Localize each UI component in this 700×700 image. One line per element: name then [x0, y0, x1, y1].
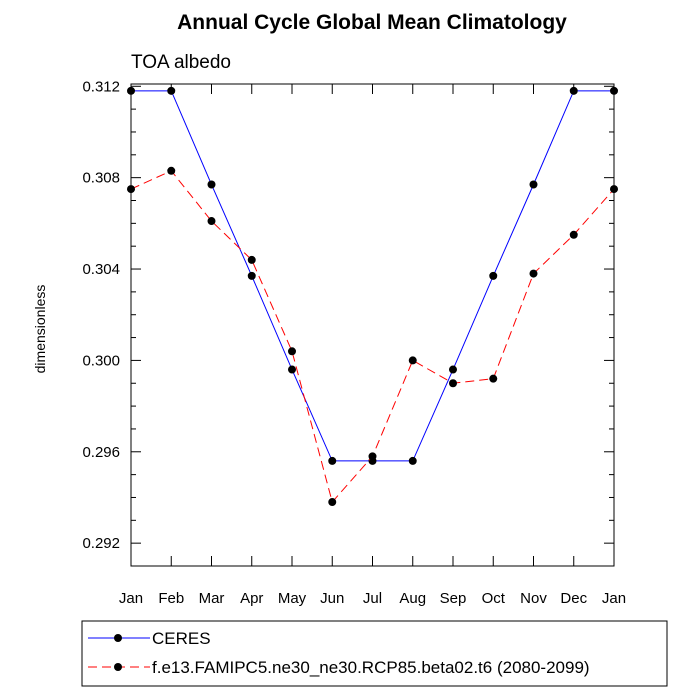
x-tick-label: Aug [399, 590, 426, 607]
x-tick-label: Mar [199, 590, 225, 607]
series-layer [127, 86, 618, 507]
chart-title: Annual Cycle Global Mean Climatology [177, 11, 567, 34]
series-2-point [328, 498, 337, 507]
x-tick-label: Jul [363, 590, 382, 607]
legend-box [81, 620, 668, 687]
y-axis-label: dimensionless [32, 285, 48, 374]
x-tick-label: Feb [158, 590, 184, 607]
series-1-point [610, 86, 618, 95]
chart-subtitle: TOA albedo [131, 52, 231, 73]
y-tick-label: 0.296 [82, 444, 120, 461]
x-tick-label: Jun [320, 590, 344, 607]
legend-label-2: f.e13.FAMIPC5.ne30_ne30.RCP85.beta02.t6 … [152, 658, 590, 677]
legend-marker-2 [114, 663, 122, 671]
x-tick-label: Dec [560, 590, 587, 607]
series-2-point [288, 347, 296, 356]
series-1-point [207, 180, 216, 189]
series-2-point [167, 166, 176, 175]
series-2-point [449, 379, 457, 388]
y-axis: 0.292 0.296 0.300 0.304 0.308 0.312 [82, 78, 614, 567]
x-tick-label: Jan [602, 590, 626, 607]
series-line-1 [131, 90, 614, 462]
y-tick-label: 0.300 [82, 352, 120, 369]
series-1-point [408, 456, 417, 465]
series-1-point [247, 271, 256, 280]
plot-frame [130, 83, 615, 567]
y-tick-label: 0.292 [82, 535, 120, 552]
y-tick-label: 0.312 [82, 78, 120, 95]
x-tick-label: Nov [520, 590, 547, 607]
series-1-point [449, 365, 457, 374]
y-tick-label: 0.308 [82, 170, 120, 187]
series-2-point [569, 230, 578, 239]
series-2-point [127, 185, 135, 194]
series-2-point [610, 185, 618, 194]
series-1-point [569, 86, 578, 95]
series-2-point [529, 269, 538, 278]
series-1-point [167, 86, 176, 95]
x-tick-label: Apr [240, 590, 263, 607]
x-tick-label: May [278, 590, 307, 607]
series-2-point [489, 374, 498, 383]
x-tick-label: Oct [482, 590, 506, 607]
legend-label-1: CERES [152, 629, 211, 648]
x-axis: Jan Feb Mar Apr May Jun Jul Aug Sep Oct Nov Dec Jan [119, 84, 626, 607]
series-2-point [408, 356, 417, 365]
series-1-point [127, 86, 135, 95]
plot-border [130, 83, 615, 567]
y-tick-label: 0.304 [82, 261, 120, 278]
series-2-point [207, 217, 216, 226]
legend: CERES f.e13.FAMIPC5.ne30_ne30.RCP85.beta0… [81, 620, 668, 687]
series-1-point [288, 365, 296, 374]
series-1-point [529, 180, 538, 189]
series-1-point [489, 271, 498, 280]
legend-marker-1 [114, 634, 122, 642]
series-2-point [368, 452, 377, 461]
x-tick-label: Sep [440, 590, 467, 607]
series-2-point [247, 255, 256, 264]
x-tick-label: Jan [119, 590, 143, 607]
series-1-point [328, 456, 337, 465]
